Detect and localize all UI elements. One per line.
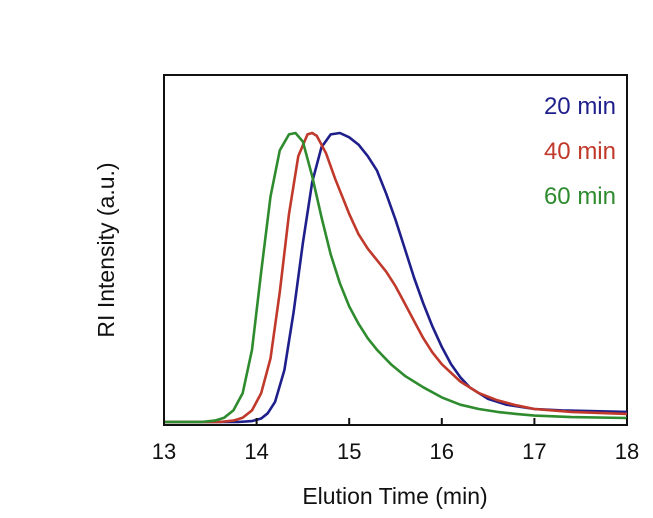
series-line-2 [164, 131, 628, 424]
series-lines [164, 131, 628, 424]
x-tick-label: 13 [152, 439, 176, 464]
legend-entry-0: 20 min [544, 93, 616, 120]
x-tick-label: 16 [430, 439, 454, 464]
legend: 20 min 40 min 60 min [544, 93, 616, 210]
series-line-0 [164, 131, 628, 424]
y-axis-title: RI Intensity (a.u.) [93, 162, 119, 337]
x-tick-label: 18 [615, 439, 639, 464]
x-axis-ticks: 13 14 15 16 17 18 [152, 418, 639, 464]
x-tick-label: 14 [244, 439, 268, 464]
x-tick-label: 17 [522, 439, 546, 464]
series-line-1 [164, 131, 628, 424]
x-tick-label: 15 [337, 439, 361, 464]
x-axis-title: Elution Time (min) [302, 483, 487, 509]
plot-frame [163, 74, 628, 426]
legend-entry-1: 40 min [544, 138, 616, 165]
legend-entry-2: 60 min [544, 183, 616, 210]
